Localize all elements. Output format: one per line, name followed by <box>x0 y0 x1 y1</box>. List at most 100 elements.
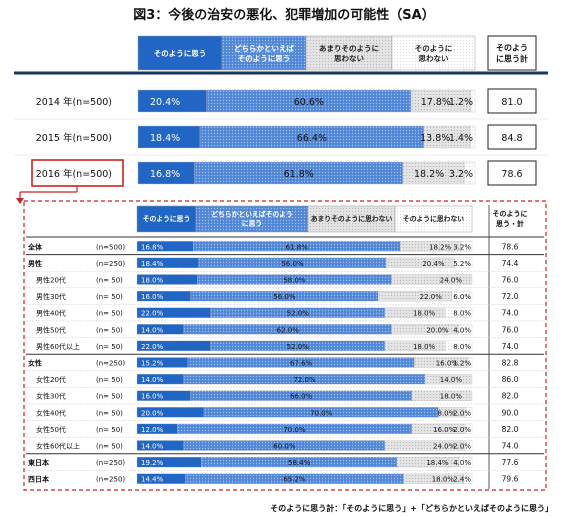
bottom-data-label: 20.0% <box>141 409 164 417</box>
bottom-data-label: 14.0% <box>141 443 164 451</box>
top-row-label: 2016 年(n=500) <box>36 168 112 180</box>
bottom-header-swatch-2 <box>195 205 309 233</box>
bottom-row-n: (n= 50) <box>96 409 123 417</box>
bottom-data-label: 18.2% <box>429 243 452 251</box>
bottom-header-label-3: あまりそのように思わない <box>311 214 393 223</box>
bottom-row-label: 女性60代以上 <box>36 442 80 451</box>
bottom-data-label: 6.0% <box>453 293 471 301</box>
top-header-swatch-1 <box>137 35 223 71</box>
bottom-data-label: 15.2% <box>141 360 164 368</box>
bottom-row-n: (n= 50) <box>96 326 123 334</box>
bottom-total-value: 82.8 <box>502 359 519 368</box>
bottom-row-label: 男性 <box>28 259 42 268</box>
bottom-bar-segment <box>465 440 473 451</box>
bottom-data-label: 8.0% <box>453 343 471 351</box>
top-row-label: 2015 年(n=500) <box>36 132 112 144</box>
top-bar-segment <box>464 161 476 185</box>
top-data-label: 1.2% <box>449 97 473 108</box>
bottom-total-value: 74.4 <box>502 259 519 268</box>
bottom-data-label: 22.0% <box>420 293 443 301</box>
bottom-data-label: 56.0% <box>273 293 296 301</box>
top-data-label: 17.8% <box>421 97 451 108</box>
top-total-header-box <box>487 35 537 71</box>
bottom-data-label: 12.0% <box>141 426 164 434</box>
bottom-row-n: (n=250) <box>96 260 125 268</box>
bottom-row-n: (n=500) <box>96 243 125 251</box>
bottom-data-label: 14.0% <box>141 376 164 384</box>
bottom-header-label-2: どちらかといえばそのように思う <box>211 210 293 228</box>
bottom-total-value: 72.0 <box>502 292 519 301</box>
bottom-total-header-label: そのように思う・計 <box>493 209 528 228</box>
bottom-data-label: 22.0% <box>141 343 164 351</box>
top-data-label: 1.4% <box>449 133 473 144</box>
bottom-bar-segment <box>391 274 473 285</box>
bottom-data-label: 20.0% <box>426 326 449 334</box>
bottom-row-label: 男性20代 <box>36 276 66 285</box>
bottom-header-swatch-4 <box>394 205 473 233</box>
bottom-row-label: 全体 <box>27 242 43 251</box>
bottom-total-value: 82.0 <box>502 392 519 401</box>
bottom-bar-segment <box>465 423 473 435</box>
bottom-total-value: 76.0 <box>502 276 519 285</box>
bottom-row-label: 女性50代 <box>36 425 66 434</box>
bottom-data-label: 4.0% <box>453 326 471 334</box>
bottom-row-label: 東日本 <box>28 458 49 467</box>
bottom-bar-segment <box>451 290 473 302</box>
top-data-label: 13.8% <box>420 133 450 144</box>
top-header-label-4: そのように思わない <box>415 44 453 63</box>
bottom-row-n: (n= 50) <box>96 443 123 451</box>
bottom-bar-segment <box>458 324 473 335</box>
bottom-data-label: 70.0% <box>283 426 306 434</box>
bottom-row-label: 女性20代 <box>36 375 66 384</box>
bottom-data-label: 24.0% <box>433 443 456 451</box>
bottom-bar-segment <box>411 390 473 401</box>
top-total-box <box>487 88 537 114</box>
bottom-total-value: 79.6 <box>502 475 519 484</box>
bottom-row-label: 男性30代 <box>36 292 66 301</box>
bottom-data-label: 14.4% <box>141 476 164 484</box>
top-data-label: 3.2% <box>449 169 473 180</box>
top-data-label: 20.4% <box>150 97 180 108</box>
top-data-label: 18.2% <box>414 169 444 180</box>
bottom-data-label: 8.0% <box>438 409 456 417</box>
bottom-data-label: 60.0% <box>273 443 296 451</box>
top-data-label: 61.8% <box>284 169 314 180</box>
bottom-data-label: 16.0% <box>433 426 456 434</box>
bottom-data-label: 61.8% <box>286 243 309 251</box>
bottom-data-label: 16.0% <box>141 293 164 301</box>
bottom-row-n: (n=250) <box>96 360 125 368</box>
bottom-data-label: 16.0% <box>436 360 459 368</box>
bottom-data-label: 18.0% <box>432 476 455 484</box>
top-header-label-1: そのように思う <box>154 49 207 58</box>
connector-arrow <box>16 198 24 204</box>
bottom-data-label: 18.0% <box>440 393 463 401</box>
bottom-total-value: 90.0 <box>502 408 519 417</box>
bottom-row-label: 女性 <box>28 359 42 368</box>
bottom-data-label: 65.2% <box>283 476 306 484</box>
bottom-bar-segment <box>454 257 473 269</box>
bottom-data-label: 14.0% <box>440 376 463 384</box>
bottom-data-label: 58.0% <box>283 277 306 285</box>
bottom-header-label-4: そのように思わない <box>403 214 464 223</box>
chart-title: 図3：今後の治安の悪化、犯罪増加の可能性（SA） <box>133 7 434 23</box>
bottom-data-label: 72.0% <box>293 376 316 384</box>
bottom-row-n: (n= 50) <box>96 310 123 318</box>
bottom-row-n: (n= 50) <box>96 393 123 401</box>
bottom-data-label: 3.2% <box>453 243 471 251</box>
bottom-bar-segment <box>424 373 473 385</box>
bottom-data-label: 19.2% <box>141 459 164 467</box>
bottom-row-n: (n= 50) <box>96 293 123 301</box>
bottom-data-label: 2.0% <box>453 409 471 417</box>
bottom-data-label: 2.0% <box>453 426 471 434</box>
bottom-total-value: 78.6 <box>502 242 519 251</box>
bottom-data-label: 62.0% <box>277 326 300 334</box>
bottom-row-label: 西日本 <box>28 475 49 484</box>
top-data-label: 18.4% <box>150 133 180 144</box>
bottom-total-value: 82.0 <box>502 425 519 434</box>
bottom-data-label: 24.0% <box>440 277 463 285</box>
detail-frame <box>23 200 547 491</box>
top-header-swatch-4 <box>391 35 476 71</box>
bottom-data-label: 14.0% <box>141 326 164 334</box>
bottom-data-label: 1.2% <box>453 360 471 368</box>
